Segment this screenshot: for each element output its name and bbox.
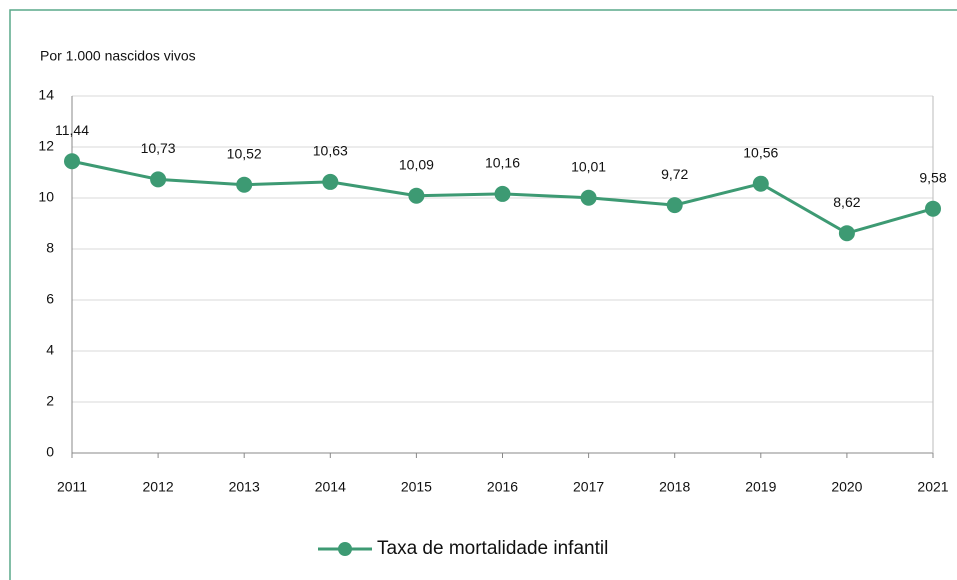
- y-tick-label: 14: [38, 87, 54, 103]
- x-tick-label: 2021: [917, 479, 948, 495]
- x-tick-label: 2018: [659, 479, 690, 495]
- data-point: [408, 187, 425, 204]
- y-tick-label: 12: [38, 138, 54, 154]
- data-label: 9,58: [919, 169, 946, 185]
- data-label: 10,73: [141, 140, 176, 156]
- data-label: 10,01: [571, 158, 606, 174]
- y-tick-label: 2: [46, 393, 54, 409]
- x-tick-label: 2017: [573, 479, 604, 495]
- data-point: [64, 153, 80, 170]
- x-tick-label: 2020: [831, 479, 862, 495]
- x-tick-label: 2019: [745, 479, 776, 495]
- data-label: 10,56: [743, 144, 778, 160]
- data-point: [494, 185, 511, 202]
- legend-label: Taxa de mortalidade infantil: [377, 538, 608, 559]
- frame: [9, 9, 957, 580]
- y-tick-label: 6: [46, 291, 54, 307]
- data-label: 11,44: [55, 122, 89, 138]
- data-label: 9,72: [661, 166, 688, 182]
- legend-marker: [338, 542, 352, 556]
- data-label: 10,09: [399, 156, 434, 172]
- x-tick-label: 2016: [487, 479, 518, 495]
- data-point: [925, 200, 941, 217]
- data-point: [580, 189, 597, 206]
- data-point: [150, 171, 167, 188]
- data-label: 10,63: [313, 143, 348, 159]
- data-point: [322, 173, 339, 190]
- x-tick-label: 2011: [57, 479, 87, 495]
- data-point: [752, 175, 769, 192]
- x-tick-label: 2015: [401, 479, 432, 495]
- data-label: 8,62: [833, 194, 860, 210]
- y-tick-label: 10: [38, 189, 54, 205]
- data-point: [838, 225, 855, 242]
- y-tick-label: 8: [46, 240, 54, 256]
- data-point: [236, 176, 253, 193]
- y-axis-label: Por 1.000 nascidos vivos: [40, 48, 196, 64]
- y-tick-label: 4: [46, 342, 54, 358]
- x-tick-label: 2013: [229, 479, 260, 495]
- data-label: 10,52: [227, 145, 262, 161]
- x-tick-label: 2012: [143, 479, 174, 495]
- x-tick-label: 2014: [315, 479, 346, 495]
- data-label: 10,16: [485, 155, 520, 171]
- y-tick-label: 0: [46, 444, 54, 460]
- data-point: [666, 197, 683, 214]
